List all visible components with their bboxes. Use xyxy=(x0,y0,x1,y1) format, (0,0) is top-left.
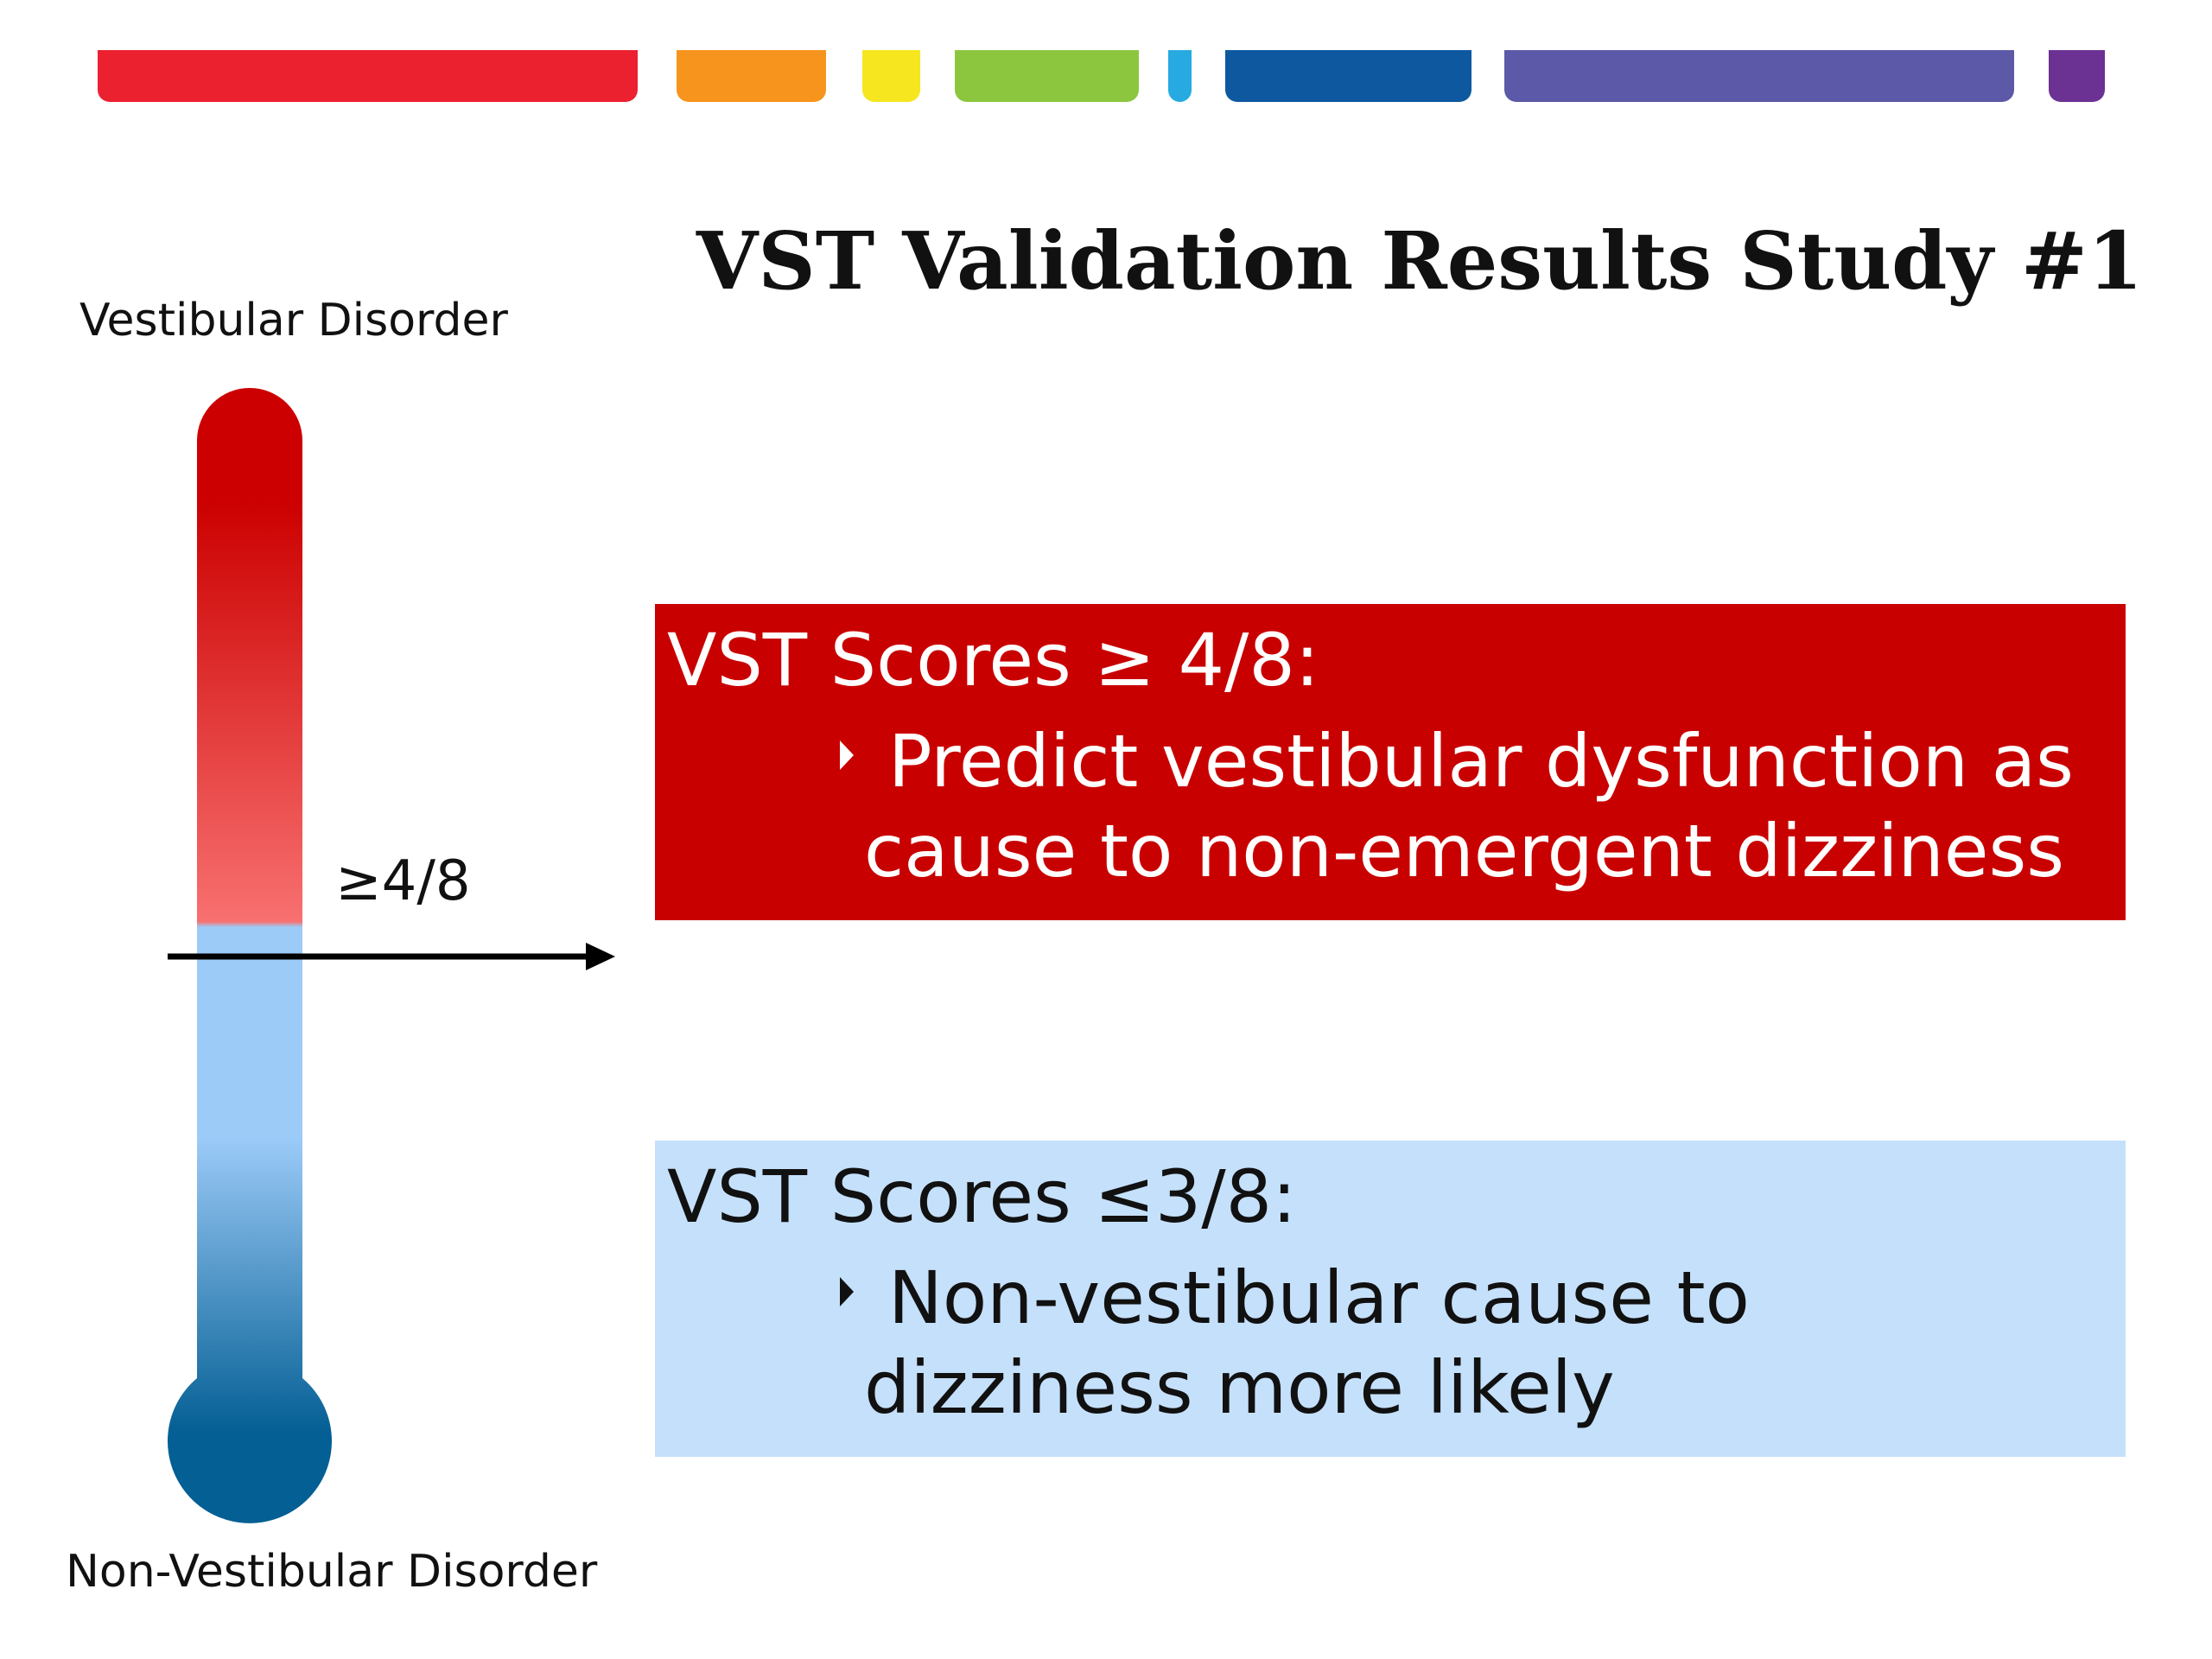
arrowhead-icon xyxy=(586,943,615,970)
low-score-heading: VST Scores ≤3/8: xyxy=(667,1154,1297,1239)
stripe-indigo xyxy=(1504,50,2014,102)
high-score-heading: VST Scores ≥ 4/8: xyxy=(667,618,1320,702)
low-score-bullet-line1: Non-vestibular cause to xyxy=(888,1255,1750,1340)
thermometer-top-label: Vestibular Disorder xyxy=(79,295,508,346)
low-score-bullet: Non-vestibular cause to dizziness more l… xyxy=(840,1253,2126,1433)
stripe-green xyxy=(955,50,1139,102)
stripe-blue xyxy=(1225,50,1471,102)
high-score-box: VST Scores ≥ 4/8: Predict vestibular dys… xyxy=(655,604,2126,920)
bullet-triangle-icon xyxy=(840,741,854,770)
stripe-red xyxy=(98,50,638,102)
stripe-cyan xyxy=(1168,50,1192,102)
bullet-triangle-icon xyxy=(840,1277,854,1306)
high-score-bullet-line2: cause to non-emergent dizziness xyxy=(864,809,2064,893)
stripe-yellow xyxy=(862,50,920,102)
thermometer-bottom-label: Non-Vestibular Disorder xyxy=(66,1546,598,1598)
stripe-orange xyxy=(677,50,826,102)
low-score-bullet-line2: dizziness more likely xyxy=(864,1345,1615,1430)
page-title: VST Validation Results Study #1 xyxy=(696,214,2143,308)
stripe-purple xyxy=(2049,50,2105,102)
high-score-bullet: Predict vestibular dysfunction as cause … xyxy=(840,716,2126,896)
low-score-box: VST Scores ≤3/8: Non-vestibular cause to… xyxy=(655,1141,2126,1457)
threshold-label: ≥4/8 xyxy=(335,849,471,913)
high-score-bullet-line1: Predict vestibular dysfunction as xyxy=(888,719,2074,804)
